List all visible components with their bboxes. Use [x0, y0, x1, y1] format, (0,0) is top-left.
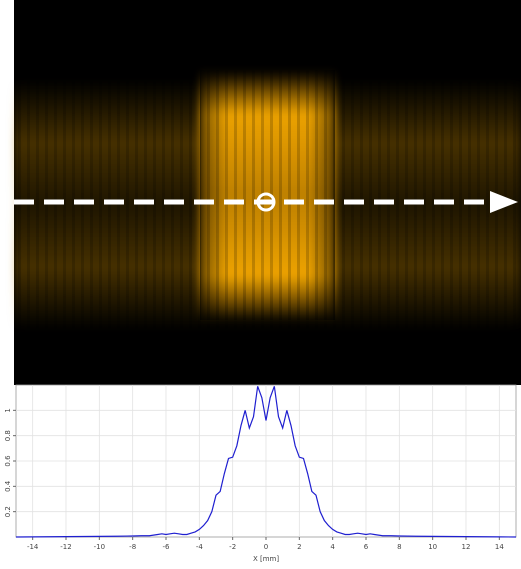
plot: -14 -12 -10 -8 -6 -4 -2 0 2 4 6 8 10 12 14 0.2 0.4 0.6 0.8…: [4, 385, 517, 551]
y-tick-label: 0.8: [4, 430, 12, 441]
x-tick-label: -8: [129, 543, 136, 551]
arrow-head: [490, 191, 518, 213]
x-tick-label: -10: [94, 543, 105, 551]
x-tick-label: 14: [495, 543, 504, 551]
x-tick-label: -4: [196, 543, 204, 551]
x-tick-label: 12: [462, 543, 471, 551]
x-axis-label: X [mm]: [253, 555, 279, 563]
y-tick-label: 0.2: [4, 506, 12, 517]
profile-curve: [15, 386, 517, 538]
y-tick-label: 1: [4, 408, 12, 412]
center-marker: [256, 192, 276, 212]
beam-image: [14, 0, 521, 385]
y-tick-label: 0.4: [4, 480, 12, 492]
x-tick-label: -12: [60, 543, 71, 551]
x-tick-label: -6: [163, 543, 171, 551]
x-tick-label: -14: [27, 543, 39, 551]
x-tick-label: -2: [229, 543, 236, 551]
x-tick-label: 6: [364, 543, 369, 551]
x-tick-label: 10: [428, 543, 437, 551]
y-tick-label: 0.6: [4, 455, 12, 467]
x-tick-label: 0: [264, 543, 268, 551]
x-tick-label: 2: [297, 543, 301, 551]
x-tick-label: 8: [397, 543, 401, 551]
x-tick-label: 4: [330, 543, 335, 551]
